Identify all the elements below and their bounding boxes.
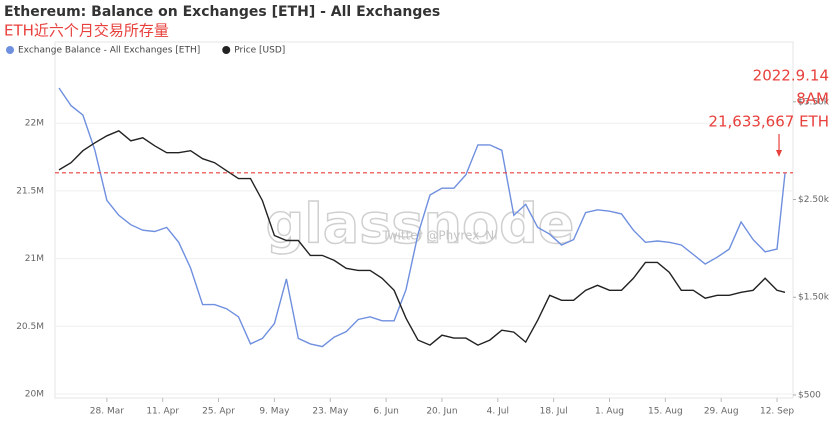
x-tick-label: 11. Apr [146, 407, 179, 417]
x-tick-label: 1. Aug [595, 407, 624, 417]
x-tick-label: 23. May [312, 407, 348, 417]
watermark-credit: Twitter @Phyrex_Ni [381, 229, 497, 243]
legend-marker [222, 46, 231, 54]
x-tick-label: 20. Jun [426, 407, 457, 417]
y-tick-label: 20M [25, 389, 44, 399]
legend-marker [6, 46, 14, 54]
x-tick-label: 18. Jul [540, 407, 568, 417]
chart-title: Ethereum: Balance on Exchanges [ETH] - A… [4, 4, 440, 20]
x-tick-label: 4. Jul [487, 407, 509, 417]
watermark: glassnode [266, 193, 575, 256]
chart-subtitle: ETH近六个月交易所存量 [4, 22, 169, 40]
x-tick-label: 25. Apr [202, 407, 235, 417]
y2-tick-label: $500 [798, 390, 821, 400]
x-tick-label: 28. Mar [90, 407, 124, 417]
x-tick-label: 12. Sep [760, 407, 794, 417]
y-tick-label: 22M [25, 119, 44, 129]
legend-label: Exchange Balance - All Exchanges [ETH] [18, 46, 200, 56]
x-tick-label: 9. May [259, 407, 290, 417]
annotation-text: 21,633,667 ETH [708, 113, 829, 131]
y2-tick-label: $3.50k [798, 97, 830, 107]
series-line [58, 129, 786, 346]
annotation-arrowhead [776, 150, 783, 157]
x-tick-label: 15. Aug [648, 407, 683, 417]
annotation-text: 2022.9.14 [753, 67, 829, 85]
series-line [58, 87, 786, 348]
y-tick-label: 21M [25, 254, 44, 264]
annotation-text: 8AM [796, 90, 829, 108]
plot-area [54, 41, 794, 399]
y-tick-label: 20.5M [16, 322, 44, 332]
y-tick-label: 21.5M [16, 186, 44, 196]
y2-tick-label: $1.50k [798, 293, 830, 303]
y2-tick-label: $2.50k [798, 195, 830, 205]
x-tick-label: 6. Jun [373, 407, 399, 417]
legend-label: Price [USD] [234, 46, 285, 56]
x-tick-label: 29. Aug [704, 407, 739, 417]
